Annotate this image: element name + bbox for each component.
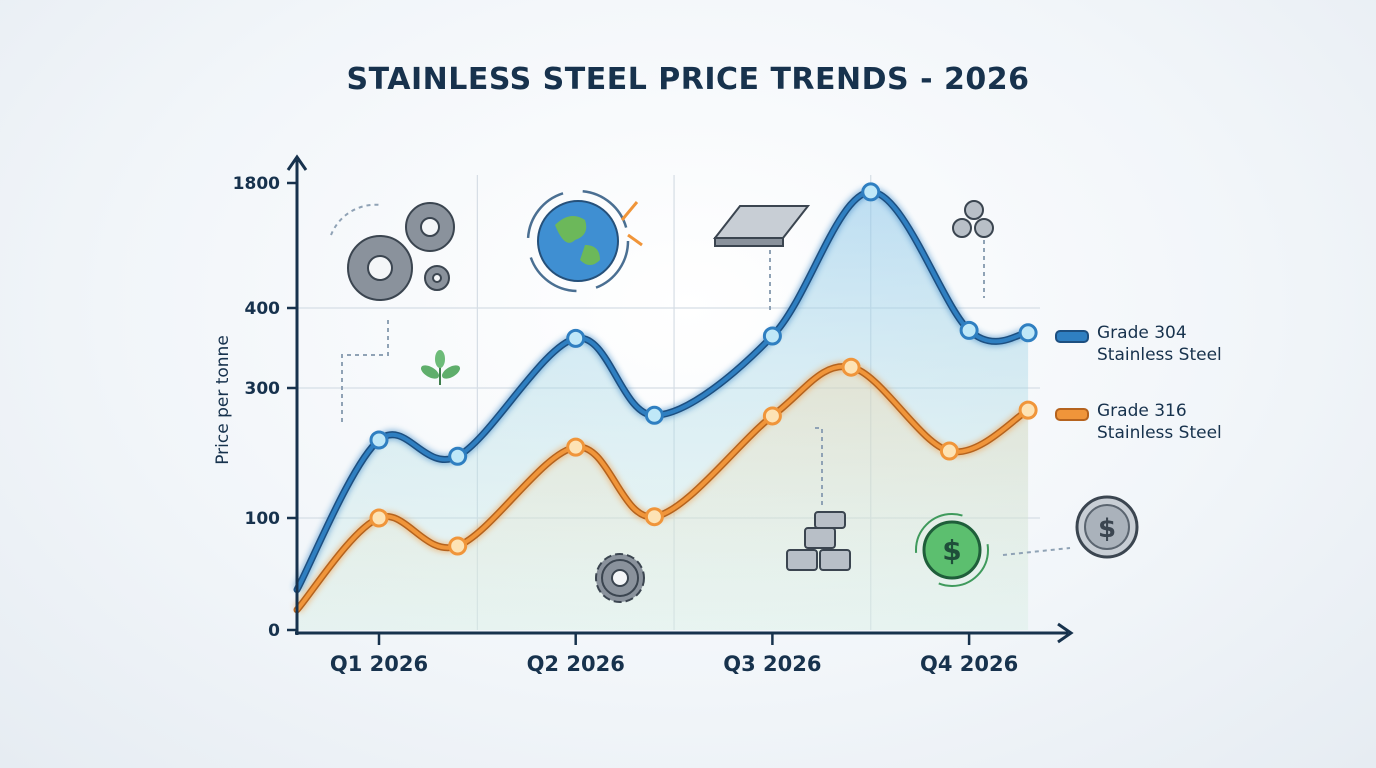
data-point xyxy=(448,446,468,466)
data-point xyxy=(566,328,586,348)
chart-title: STAINLESS STEEL PRICE TRENDS - 2026 xyxy=(346,62,1030,97)
data-point xyxy=(566,437,586,457)
steel-ingots-icon xyxy=(786,427,851,571)
legend-swatch-304 xyxy=(1055,330,1089,343)
y-axis-label: Price per tonne xyxy=(213,335,233,465)
legend-item-grade-316: Grade 316 Stainless Steel xyxy=(1055,400,1222,444)
data-point xyxy=(369,508,389,528)
steel-sheet-icon xyxy=(712,205,811,310)
y-tick-label: 300 xyxy=(245,379,281,399)
data-point xyxy=(841,357,861,377)
legend-item-grade-304: Grade 304 Stainless Steel xyxy=(1055,322,1222,366)
y-tick-label: 1800 xyxy=(233,174,280,194)
svg-text:$: $ xyxy=(1098,514,1116,544)
data-point xyxy=(448,536,468,556)
data-point xyxy=(959,320,979,340)
x-tick-label: Q4 2026 xyxy=(920,652,1018,676)
sprout-icon xyxy=(420,350,461,385)
y-axis-arrow xyxy=(286,154,308,171)
legend-label: Grade 304 xyxy=(1097,323,1187,343)
data-point xyxy=(369,430,389,450)
svg-text:$: $ xyxy=(942,534,961,567)
data-point xyxy=(644,507,664,527)
y-tick-label: 100 xyxy=(245,509,281,529)
y-tick-label: 400 xyxy=(245,299,281,319)
data-point xyxy=(644,405,664,425)
steel-pipes-icon xyxy=(952,200,994,298)
dollar-coin-icon: $ xyxy=(915,513,989,587)
data-point xyxy=(1018,323,1038,343)
x-tick-label: Q1 2026 xyxy=(330,652,428,676)
gear-icon xyxy=(595,553,645,603)
data-point xyxy=(939,441,959,461)
silver-dollar-coin-icon: $ xyxy=(1075,495,1139,559)
legend-label: Stainless Steel xyxy=(1097,423,1222,443)
y-tick-label: 0 xyxy=(268,621,280,641)
data-point xyxy=(1018,400,1038,420)
legend-label: Stainless Steel xyxy=(1097,345,1222,365)
x-tick-label: Q3 2026 xyxy=(723,652,821,676)
x-tick-label: Q2 2026 xyxy=(527,652,625,676)
legend-swatch-316 xyxy=(1055,408,1089,421)
gears-icon xyxy=(330,202,455,425)
data-point xyxy=(762,406,782,426)
data-point xyxy=(861,182,881,202)
legend-label: Grade 316 xyxy=(1097,401,1187,421)
globe-icon xyxy=(526,189,643,293)
x-axis-arrow xyxy=(1057,622,1074,644)
data-point xyxy=(762,326,782,346)
